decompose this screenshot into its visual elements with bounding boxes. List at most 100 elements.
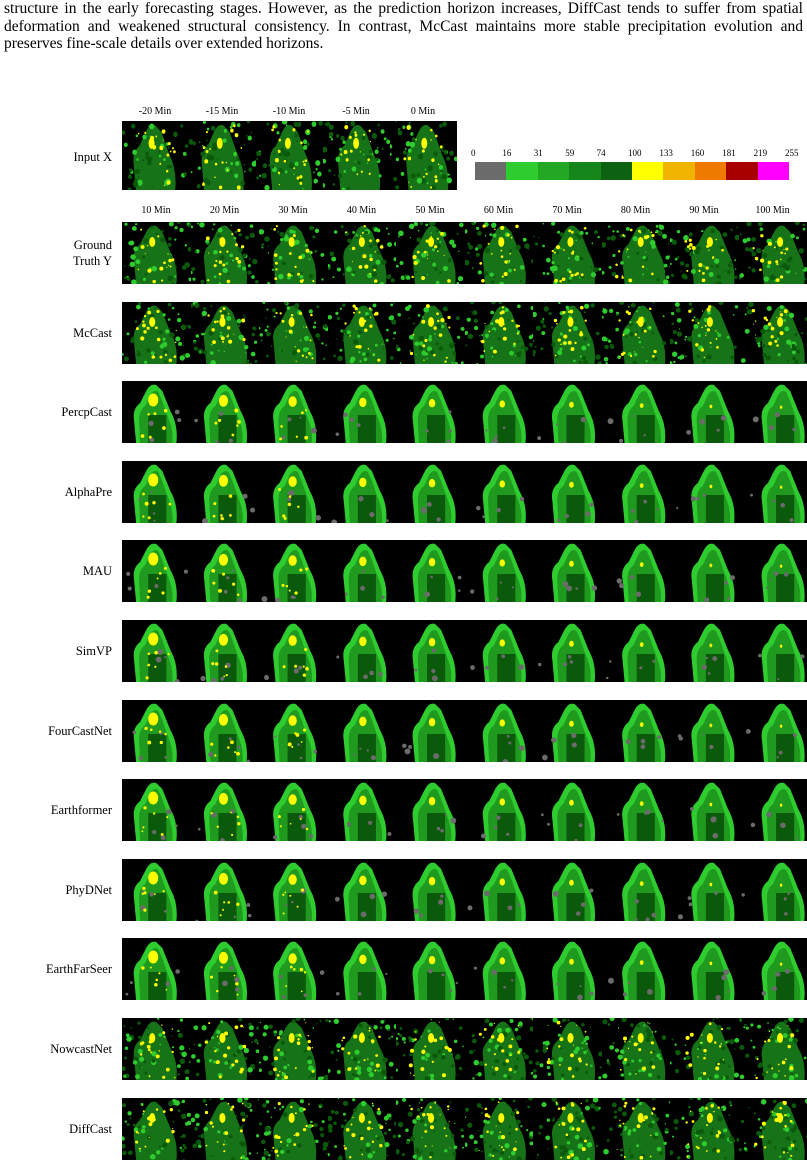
prediction-row-frame	[396, 540, 465, 602]
prediction-row-radar-map	[396, 1098, 465, 1160]
prediction-row-strip	[122, 620, 807, 682]
prediction-row-radar-map	[203, 941, 247, 1000]
prediction-row-radar-map	[273, 384, 317, 443]
prediction-row-frame	[122, 222, 191, 284]
prediction-row-frame	[259, 381, 328, 443]
prediction-row-frame	[191, 779, 260, 841]
prediction-row-radar-map	[540, 782, 596, 841]
output-time-label: 70 Min	[552, 205, 582, 216]
colorbar-tick-label: 160	[690, 148, 705, 158]
prediction-row-frame	[465, 859, 534, 921]
prediction-row-radar-map	[342, 543, 386, 602]
row-label-line: MAU	[82, 564, 112, 578]
prediction-row-frame	[533, 1018, 602, 1080]
prediction-row-frame	[601, 302, 671, 364]
prediction-row-radar-map	[621, 464, 665, 523]
prediction-row-frame	[602, 381, 671, 443]
prediction-row-frame	[464, 222, 533, 284]
prediction-row-radar-map	[327, 302, 396, 364]
prediction-row-frame	[122, 938, 191, 1000]
prediction-row-frame	[259, 302, 328, 364]
output-time-label: 30 Min	[278, 205, 308, 216]
prediction-row-frame	[191, 461, 260, 523]
prediction-row-radar-map	[342, 782, 391, 841]
input-radar-map	[122, 123, 189, 190]
colorbar-tick-label: 181	[722, 148, 736, 158]
input-frame	[323, 121, 390, 190]
prediction-row-frame	[259, 1018, 328, 1080]
colorbar-swatch	[569, 162, 602, 180]
prediction-row-radar-map	[551, 862, 596, 921]
prediction-row-frame	[670, 381, 739, 443]
prediction-row-frame	[465, 700, 534, 762]
prediction-row-radar-map	[677, 703, 735, 762]
colorbar-swatch	[726, 162, 759, 180]
prediction-row-radar-map	[541, 703, 596, 762]
prediction-row-strip	[122, 938, 807, 1000]
prediction-row-radar-map	[738, 1018, 806, 1080]
prediction-row-radar-map	[122, 302, 191, 364]
prediction-row-radar-map	[551, 464, 596, 523]
input-time-label: -10 Min	[272, 106, 306, 117]
prediction-row-radar-map	[533, 222, 602, 284]
prediction-row-frame	[327, 1098, 396, 1160]
prediction-row-frame	[122, 461, 191, 523]
row-label-line: AlphaPre	[64, 485, 112, 499]
input-time-label: -20 Min	[138, 106, 172, 117]
prediction-row-radar-map	[464, 222, 533, 284]
row-label: FourCastNet	[0, 723, 112, 739]
prediction-row-frame	[328, 620, 397, 682]
row-label: Earthformer	[0, 802, 112, 818]
prediction-row-frame	[191, 700, 260, 762]
prediction-row-radar-map	[412, 862, 456, 921]
prediction-row-radar-map	[602, 1098, 670, 1160]
row-label-input: Input X	[73, 150, 112, 164]
colorbar-tick-label: 219	[753, 148, 768, 158]
prediction-row-radar-map	[473, 941, 526, 1000]
prediction-row-frame	[670, 620, 739, 682]
prediction-row-radar-map	[133, 862, 177, 921]
prediction-row-radar-map	[616, 782, 665, 841]
row-label-line: PhyDNet	[65, 883, 112, 897]
prediction-row-frame	[465, 620, 534, 682]
output-time-label: 100 Min	[755, 205, 790, 216]
prediction-row-frame	[670, 1098, 739, 1160]
prediction-row-frame	[396, 1018, 465, 1080]
prediction-row-frame	[259, 540, 328, 602]
row-label-line: Earthformer	[50, 803, 112, 817]
prediction-row-frame	[396, 779, 465, 841]
prediction-row-strip	[122, 381, 807, 443]
prediction-row-frame	[533, 540, 602, 602]
prediction-row-frame	[396, 461, 465, 523]
prediction-row-frame	[327, 302, 396, 364]
prediction-row-radar-map	[273, 782, 317, 841]
prediction-row-frame	[396, 620, 465, 682]
prediction-row-radar-map	[401, 703, 456, 762]
prediction-row-frame	[122, 700, 191, 762]
row-label: McCast	[0, 325, 112, 341]
prediction-row-frame	[739, 859, 807, 921]
prediction-row-frame	[533, 222, 602, 284]
input-radar-map	[390, 121, 457, 190]
prediction-row-frame	[122, 859, 191, 921]
prediction-row-frame	[190, 1098, 259, 1160]
output-time-label: 10 Min	[141, 205, 171, 216]
prediction-row-radar-map	[533, 302, 602, 364]
prediction-row-radar-map	[412, 384, 456, 443]
prediction-row-frame	[259, 779, 328, 841]
prediction-row-frame	[601, 1018, 670, 1080]
prediction-row-frame	[533, 1098, 602, 1160]
colorbar-tick-label: 16	[502, 148, 512, 158]
prediction-row-radar-map	[327, 1098, 396, 1160]
row-label: SimVP	[0, 643, 112, 659]
prediction-row-frame	[259, 461, 328, 523]
prediction-row-frame	[670, 222, 739, 284]
colorbar-swatch	[537, 162, 570, 180]
output-time-label: 80 Min	[620, 205, 651, 216]
prediction-row-frame	[602, 620, 671, 682]
prediction-row-radar-map	[193, 384, 247, 443]
prediction-row-radar-map	[273, 941, 325, 1000]
prediction-row-radar-map	[259, 1018, 328, 1080]
prediction-row-frame	[327, 1018, 396, 1080]
